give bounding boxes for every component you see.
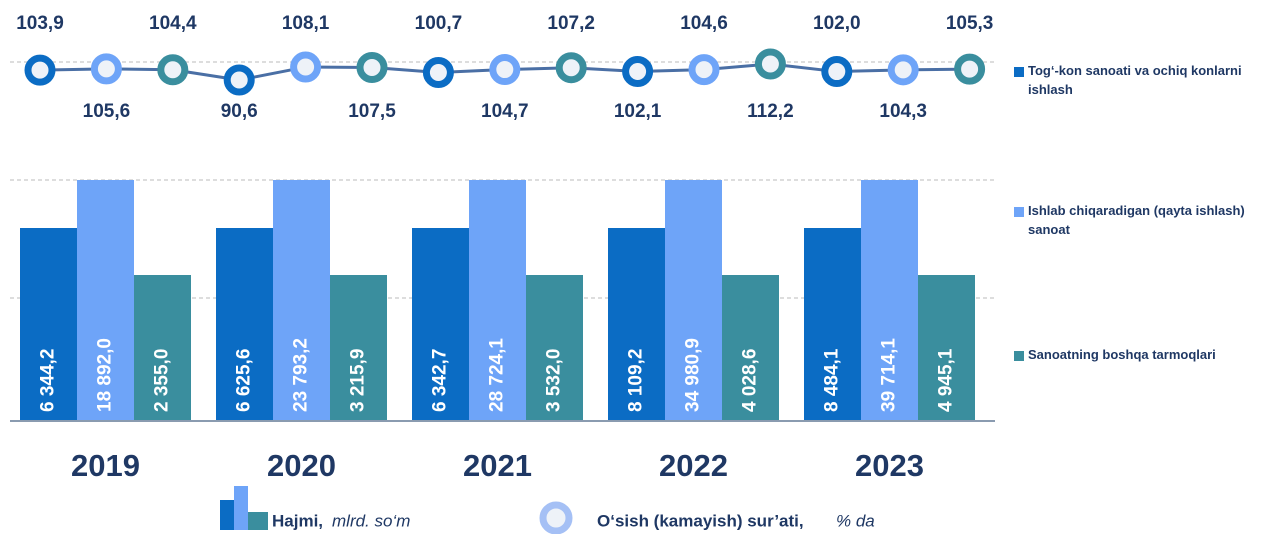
x-tick-label: 2021 xyxy=(463,448,532,483)
bar xyxy=(526,275,583,420)
legend-label: O‘sish (kamayish) sur’ati, xyxy=(597,511,804,530)
growth-point xyxy=(489,54,521,86)
growth-label: 107,5 xyxy=(348,101,396,122)
x-tick-label: 2022 xyxy=(659,448,728,483)
growth-point xyxy=(290,51,322,83)
bar-label: 6 625,6 xyxy=(234,349,255,412)
growth-point xyxy=(754,48,786,80)
growth-point xyxy=(622,55,654,87)
bar-label: 4 945,1 xyxy=(936,348,957,412)
legend-icon xyxy=(539,501,573,534)
bar xyxy=(608,228,665,420)
growth-point xyxy=(356,51,388,83)
growth-point xyxy=(555,52,587,84)
legend-icon xyxy=(248,512,268,530)
growth-point xyxy=(157,54,189,86)
growth-label: 104,3 xyxy=(879,101,927,122)
growth-point xyxy=(24,54,56,86)
growth-label: 100,7 xyxy=(415,13,463,34)
bar xyxy=(330,275,387,420)
growth-label: 104,6 xyxy=(680,13,728,34)
bar xyxy=(665,180,722,420)
bar xyxy=(77,180,134,420)
legend-swatch xyxy=(1014,207,1024,217)
legend-swatch xyxy=(1014,67,1024,77)
x-tick-label: 2019 xyxy=(71,448,140,483)
bar-label: 4 028,6 xyxy=(740,349,761,412)
growth-label: 104,4 xyxy=(149,13,197,34)
bar-label: 3 215,9 xyxy=(348,349,369,412)
bottom-legend: Hajmi, mlrd. so‘m O‘sish (kamayish) sur’… xyxy=(220,486,875,534)
legend-unit: mlrd. so‘m xyxy=(332,511,410,530)
bar-label: 34 980,9 xyxy=(683,338,704,412)
growth-point xyxy=(821,56,853,88)
bar-label: 6 342,7 xyxy=(430,349,451,412)
growth-point xyxy=(223,64,255,96)
legend-unit: % da xyxy=(836,511,875,530)
bar xyxy=(722,275,779,420)
growth-label: 107,2 xyxy=(547,13,595,34)
growth-label: 102,0 xyxy=(813,13,861,34)
bar xyxy=(918,275,975,420)
growth-label: 103,9 xyxy=(16,13,64,34)
growth-label: 105,3 xyxy=(946,13,994,34)
growth-point xyxy=(688,54,720,86)
growth-point xyxy=(90,53,122,85)
x-tick-label: 2020 xyxy=(267,448,336,483)
growth-label: 102,1 xyxy=(614,101,662,122)
bar xyxy=(216,228,273,420)
growth-point xyxy=(422,57,454,89)
bar xyxy=(804,228,861,420)
bar-label: 3 532,0 xyxy=(544,349,565,412)
bar-label: 8 109,2 xyxy=(626,349,647,412)
bar-label: 18 892,0 xyxy=(95,338,116,412)
growth-point xyxy=(954,53,986,85)
bar-label: 28 724,1 xyxy=(487,338,508,412)
bar xyxy=(412,228,469,420)
legend-icon xyxy=(220,500,234,530)
bar-label: 6 344,2 xyxy=(38,349,59,412)
bar xyxy=(134,275,191,420)
legend-label: Ishlab chiqaradigan (qayta ishlash) sanoa… xyxy=(1028,203,1245,237)
bar xyxy=(20,228,77,420)
bar-label: 2 355,0 xyxy=(152,349,173,412)
bar xyxy=(861,180,918,420)
growth-label: 90,6 xyxy=(221,101,258,122)
bar-label: 8 484,1 xyxy=(822,348,843,412)
legend-icon xyxy=(234,486,248,530)
bar-label: 39 714,1 xyxy=(879,338,900,412)
growth-label: 105,6 xyxy=(83,101,131,122)
legend-swatch xyxy=(1014,351,1024,361)
growth-point xyxy=(887,54,919,86)
bar-label: 23 793,2 xyxy=(291,338,312,412)
growth-label: 112,2 xyxy=(747,101,794,122)
growth-label: 108,1 xyxy=(282,13,330,34)
legend-label: Hajmi, xyxy=(272,511,323,530)
legend-label: Sanoatning boshqa tarmoqlari xyxy=(1028,347,1216,362)
bar xyxy=(469,180,526,420)
legend-label: Tog‘-kon sanoati va ochiq konlarni ishlas… xyxy=(1028,63,1242,97)
x-tick-label: 2023 xyxy=(855,448,924,483)
growth-label: 104,7 xyxy=(481,101,529,122)
bar xyxy=(273,180,330,420)
